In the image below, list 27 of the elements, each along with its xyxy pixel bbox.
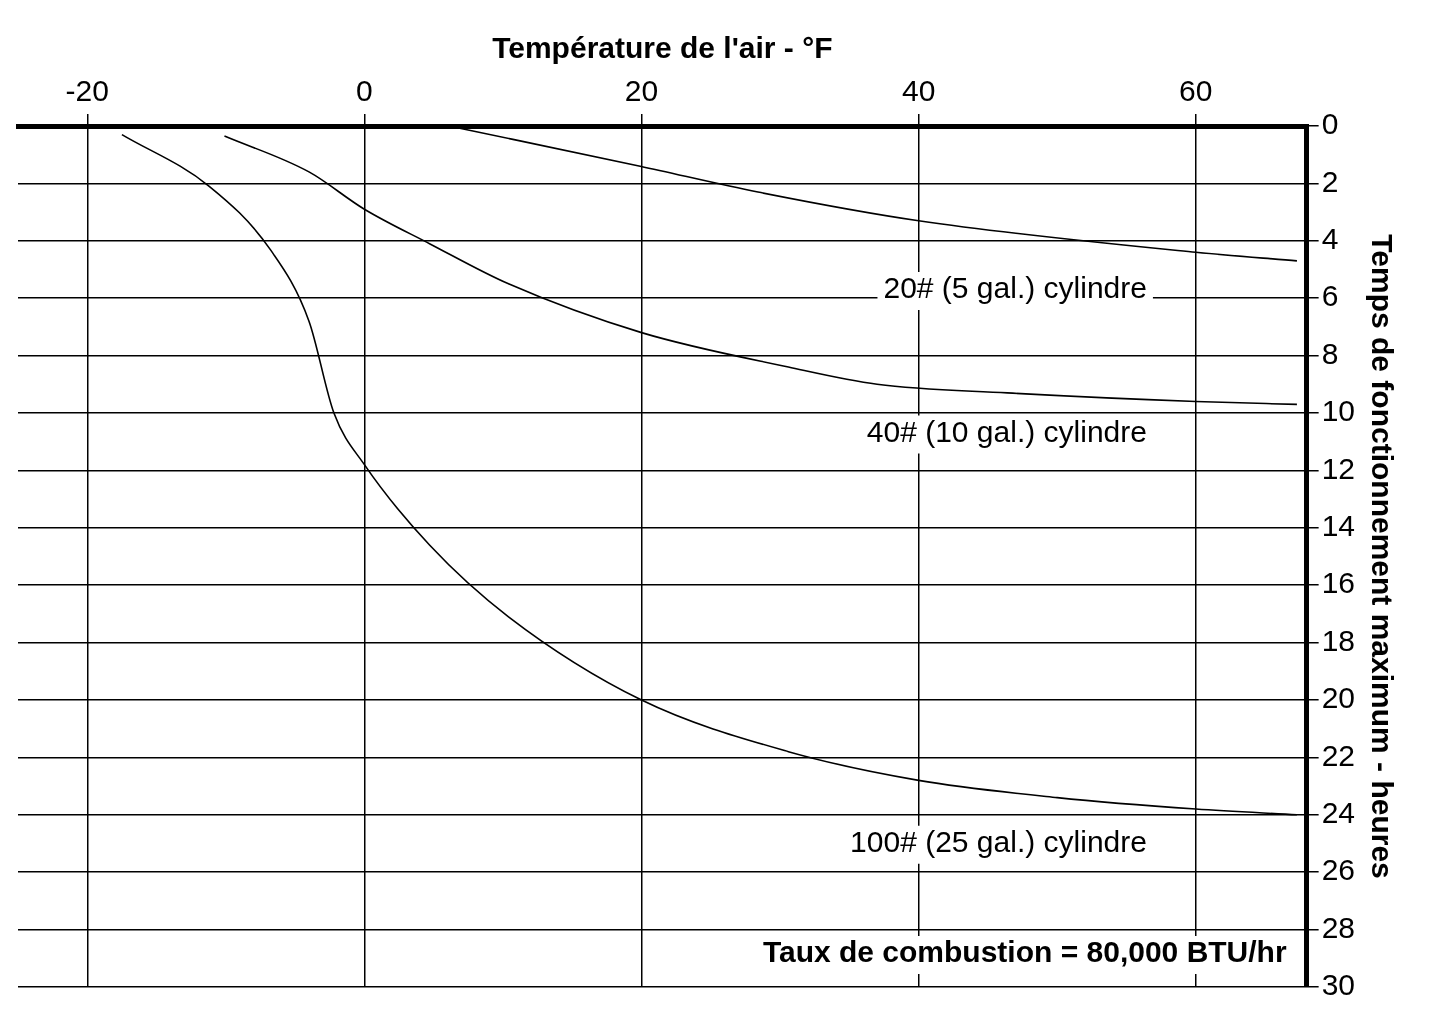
y-tick-label: 24 xyxy=(1321,796,1356,830)
annotation: 100# (25 gal.) cylindre xyxy=(850,825,1147,859)
y-tick-label: 28 xyxy=(1321,910,1356,944)
y-axis-title: Temps de fonctionnement maximum - heures xyxy=(1365,234,1399,879)
y-tick-label: 30 xyxy=(1321,968,1356,1002)
annotation: 20# (5 gal.) cylindre xyxy=(883,271,1147,305)
y-tick-label: 4 xyxy=(1321,222,1339,256)
y-tick-label: 2 xyxy=(1321,164,1339,198)
x-tick-label: 20 xyxy=(624,74,659,108)
x-tick-label: -20 xyxy=(65,74,109,108)
x-tick-label: 40 xyxy=(901,74,936,108)
annotation: 40# (10 gal.) cylindre xyxy=(866,414,1147,448)
y-tick-label: 16 xyxy=(1321,566,1356,600)
annotation: Taux de combustion = 80,000 BTU/hr xyxy=(762,935,1287,969)
x-tick-label: 0 xyxy=(356,74,373,108)
y-tick-label: 8 xyxy=(1321,336,1339,370)
y-tick-label: 10 xyxy=(1321,394,1356,428)
x-axis-title: Température de l'air - °F xyxy=(492,31,833,65)
y-tick-label: 12 xyxy=(1321,451,1356,485)
y-tick-label: 14 xyxy=(1321,509,1356,543)
x-tick-label: 60 xyxy=(1179,74,1213,108)
y-tick-label: 18 xyxy=(1321,623,1356,657)
y-tick-label: 6 xyxy=(1321,279,1339,313)
y-tick-label: 20 xyxy=(1321,681,1356,715)
y-tick-label: 0 xyxy=(1321,107,1339,141)
y-tick-label: 26 xyxy=(1321,853,1356,887)
y-tick-label: 22 xyxy=(1321,738,1356,772)
